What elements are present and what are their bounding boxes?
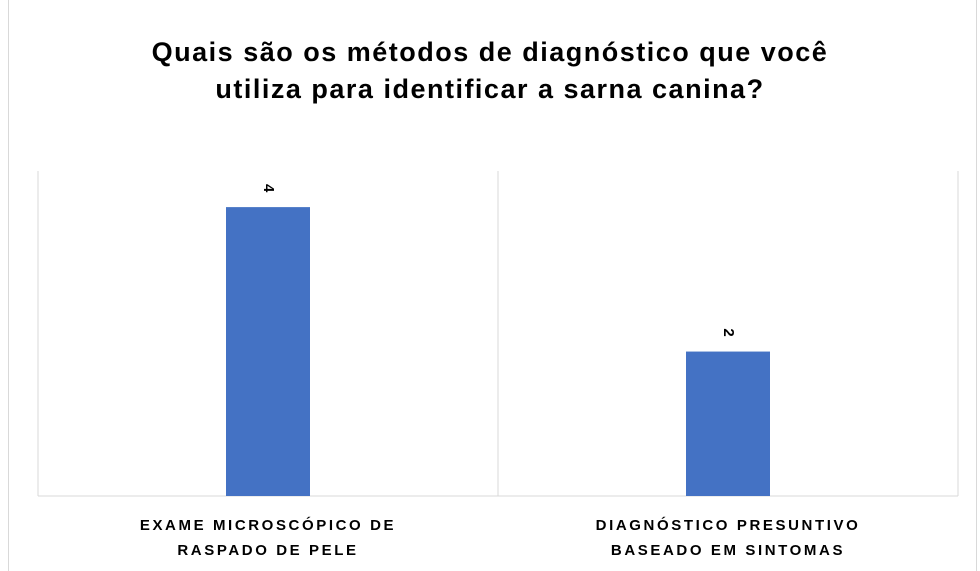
- bar: [686, 351, 770, 496]
- chart-title: Quais são os métodos de diagnóstico que …: [151, 37, 829, 104]
- data-label: 4: [260, 184, 277, 193]
- bar: [226, 207, 310, 496]
- data-label: 2: [720, 328, 737, 336]
- x-tick-label: DIAGNÓSTICO PRESUNTIVO BASEADO EM SINTOM…: [595, 517, 861, 559]
- chart-border: [8, 0, 977, 571]
- x-tick-label: EXAME MICROSCÓPICO DE RASPADO DE PELE: [139, 517, 397, 559]
